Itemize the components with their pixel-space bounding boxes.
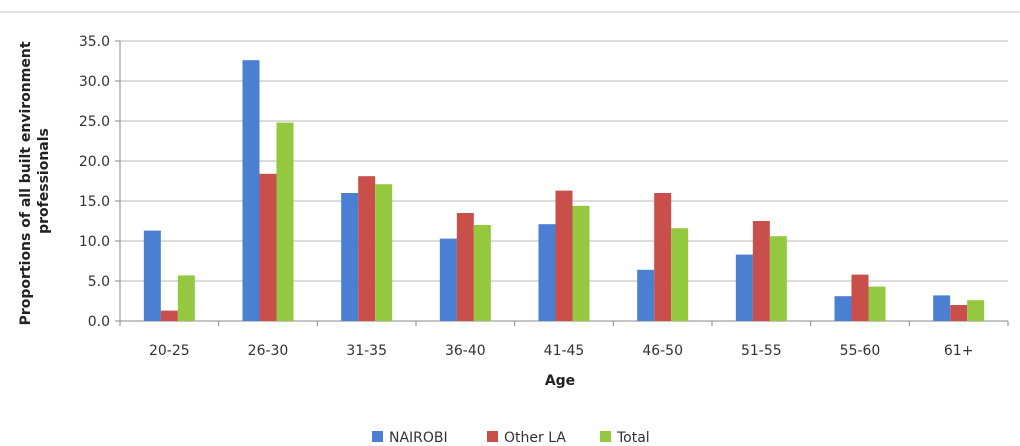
legend-label-total: Total: [616, 430, 650, 446]
y-tick-label: 20.0: [79, 154, 110, 170]
legend-swatch-nairobi: [372, 431, 383, 442]
bar-nairobi-41-45: [538, 224, 556, 321]
y-tick-label: 10.0: [79, 234, 110, 250]
bar-nairobi-51-55: [735, 254, 753, 321]
bar-other-la-51-55: [752, 221, 770, 321]
y-axis-title: Proportions of all built environment pro…: [18, 37, 52, 326]
bar-other-la-31-35: [358, 176, 376, 321]
x-tick-label: 41-45: [544, 343, 585, 359]
bars: [143, 60, 985, 321]
x-axis-ticks: 20-25 26-30 31-35 36-40 41-45 46-50 51-55 55-60…: [119, 321, 1009, 359]
bar-total-55-60: [868, 286, 886, 321]
legend: NAIROBI Other LA Total: [372, 430, 650, 446]
legend-swatch-total: [600, 431, 611, 442]
bar-total-46-50: [671, 228, 689, 321]
y-axis-ticks: 0.0 5.0 10.0 15.0 20.0 25.0 30.0 35.0: [79, 34, 110, 330]
x-tick-label: 51-55: [741, 343, 782, 359]
x-tick-label: 36-40: [445, 343, 486, 359]
y-tick-label: 15.0: [79, 194, 110, 210]
bar-nairobi-26-30: [242, 60, 260, 321]
y-axis-title-line-1: Proportions of all built environment: [18, 41, 34, 325]
bar-total-41-45: [572, 205, 590, 321]
x-tick-label: 55-60: [840, 343, 881, 359]
bar-nairobi-31-35: [341, 193, 359, 321]
y-tick-label: 0.0: [88, 314, 110, 330]
bar-total-51-55: [769, 236, 787, 321]
y-tick-label: 25.0: [79, 114, 110, 130]
legend-label-nairobi: NAIROBI: [389, 430, 448, 446]
x-tick-label: 26-30: [248, 343, 289, 359]
bar-nairobi-20-25: [143, 230, 161, 321]
legend-label-other-la: Other LA: [504, 430, 566, 446]
x-tick-label: 31-35: [346, 343, 387, 359]
x-tick-label: 61+: [944, 343, 974, 359]
bar-nairobi-61+: [933, 295, 951, 321]
bar-other-la-55-60: [851, 274, 869, 321]
bar-other-la-36-40: [456, 213, 474, 321]
bar-total-26-30: [276, 122, 294, 321]
bar-other-la-41-45: [555, 190, 573, 321]
bar-nairobi-36-40: [439, 238, 457, 321]
bar-total-36-40: [473, 225, 491, 321]
bar-other-la-46-50: [654, 193, 672, 321]
bar-nairobi-55-60: [834, 296, 852, 321]
y-tick-label: 30.0: [79, 74, 110, 90]
y-axis-title-line-2: professionals: [36, 128, 52, 234]
bar-total-31-35: [375, 184, 393, 321]
bar-other-la-61+: [950, 305, 968, 321]
y-tick-label: 5.0: [88, 274, 110, 290]
bar-total-61+: [967, 300, 985, 321]
bar-total-20-25: [177, 275, 195, 321]
x-tick-label: 20-25: [149, 343, 190, 359]
x-tick-label: 46-50: [642, 343, 683, 359]
bar-other-la-26-30: [259, 173, 277, 321]
y-tick-label: 35.0: [79, 34, 110, 50]
bar-nairobi-46-50: [637, 269, 655, 321]
bar-other-la-20-25: [160, 310, 178, 321]
legend-swatch-other-la: [487, 431, 498, 442]
x-axis-title: Age: [545, 373, 575, 389]
